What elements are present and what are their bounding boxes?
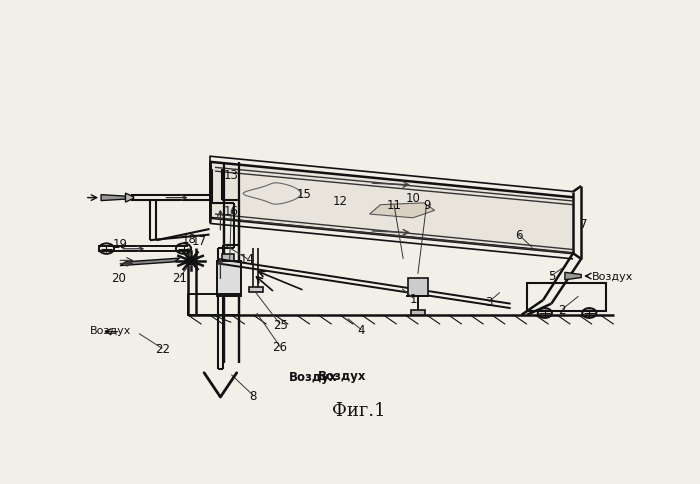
Bar <box>216 261 241 297</box>
Polygon shape <box>125 194 134 203</box>
Text: 17: 17 <box>191 234 206 247</box>
Text: 2: 2 <box>559 303 566 316</box>
Text: 18: 18 <box>182 232 197 245</box>
Text: 21: 21 <box>172 272 187 285</box>
Text: Воздух: Воздух <box>318 369 367 382</box>
Text: 12: 12 <box>332 195 347 208</box>
Bar <box>527 284 606 312</box>
Text: 1: 1 <box>410 292 416 305</box>
Text: 16: 16 <box>224 204 239 217</box>
Bar <box>188 295 239 315</box>
Text: 25: 25 <box>272 318 288 331</box>
Text: 7: 7 <box>580 217 587 230</box>
Polygon shape <box>565 273 581 280</box>
Bar <box>249 287 262 293</box>
Text: Воздух: Воздух <box>592 272 634 282</box>
Polygon shape <box>370 203 435 218</box>
Text: Воздух: Воздух <box>90 325 132 335</box>
Bar <box>407 278 428 297</box>
Text: 14: 14 <box>240 253 255 266</box>
Text: 20: 20 <box>111 272 127 285</box>
Text: 8: 8 <box>249 389 257 402</box>
Text: 19: 19 <box>113 238 127 251</box>
Text: 15: 15 <box>297 188 312 200</box>
Text: 22: 22 <box>155 342 170 355</box>
Circle shape <box>185 257 196 265</box>
Text: 6: 6 <box>515 228 522 242</box>
Text: Фиг.1: Фиг.1 <box>332 401 386 419</box>
Text: 13: 13 <box>224 169 239 182</box>
Polygon shape <box>120 258 180 266</box>
Text: 3: 3 <box>485 296 493 309</box>
Bar <box>222 255 234 261</box>
Polygon shape <box>101 195 125 201</box>
Text: 5: 5 <box>547 270 555 283</box>
Text: 10: 10 <box>405 191 421 204</box>
Text: 4: 4 <box>358 324 365 337</box>
Bar <box>411 311 425 315</box>
Text: 11: 11 <box>386 199 402 212</box>
Polygon shape <box>209 163 573 254</box>
Text: Воздух: Воздух <box>288 370 337 383</box>
Text: 9: 9 <box>423 199 430 212</box>
Text: 26: 26 <box>272 340 288 353</box>
